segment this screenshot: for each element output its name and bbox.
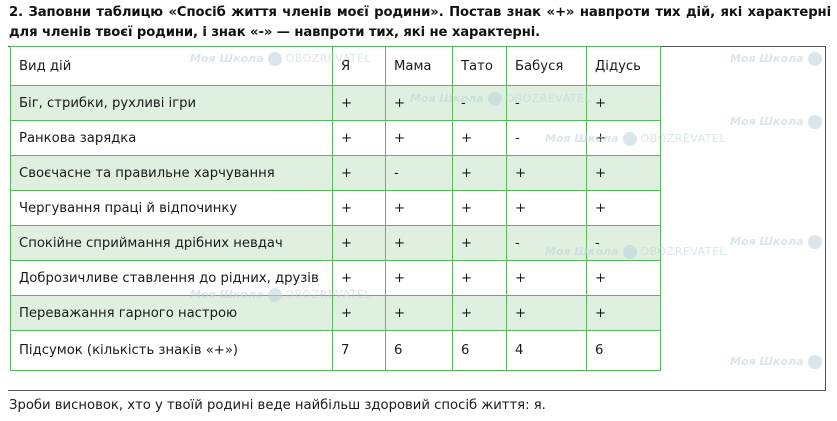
table-row: Переважання гарного настрою + + + + + [10,295,661,331]
header-me: Я [332,46,386,86]
mark-cell[interactable]: + [385,85,453,121]
mark-cell[interactable]: + [452,225,507,261]
mark-cell[interactable]: + [385,225,453,261]
mark-cell[interactable]: + [332,85,386,121]
mark-cell[interactable]: + [332,260,386,296]
summary-count[interactable]: 6 [586,330,661,371]
summary-label: Підсумок (кількість знаків «+») [10,330,333,371]
summary-count[interactable]: 6 [385,330,453,371]
family-lifestyle-table: Вид дій Я Мама Тато Бабуся Дідусь Біг, с… [10,46,661,371]
mark-cell[interactable]: + [452,295,507,331]
mark-cell[interactable]: + [385,260,453,296]
mark-cell[interactable]: + [506,260,587,296]
header-grandpa: Дідусь [586,46,661,86]
header-activity: Вид дій [10,46,333,86]
mark-cell[interactable]: + [452,120,507,156]
table-row: Біг, стрибки, рухливі ігри + + - - + [10,85,661,121]
summary-count[interactable]: 6 [452,330,507,371]
mark-cell[interactable]: + [586,85,661,121]
activity-cell: Чергування праці й відпочинку [10,190,333,226]
mark-cell[interactable]: + [385,120,453,156]
table-row: Ранкова зарядка + + + - + [10,120,661,156]
mark-cell[interactable]: - [385,155,453,191]
mark-cell[interactable]: + [586,295,661,331]
mark-cell[interactable]: + [452,190,507,226]
summary-count[interactable]: 4 [506,330,587,371]
activity-cell: Доброзичливе ставлення до рідних, друзів [10,260,333,296]
mark-cell[interactable]: - [506,85,587,121]
mark-cell[interactable]: + [506,190,587,226]
activity-cell: Переважання гарного настрою [10,295,333,331]
task-instructions: 2. Заповни таблицю «Спосіб життя членів … [9,5,831,40]
mark-cell[interactable]: + [332,225,386,261]
mark-cell[interactable]: + [586,190,661,226]
mark-cell[interactable]: + [452,155,507,191]
mark-cell[interactable]: + [586,260,661,296]
mark-cell[interactable]: + [586,155,661,191]
mark-cell[interactable]: + [332,155,386,191]
mark-cell[interactable]: + [332,190,386,226]
mark-cell[interactable]: + [385,295,453,331]
mark-cell[interactable]: + [506,155,587,191]
activity-cell: Ранкова зарядка [10,120,333,156]
table-header-row: Вид дій Я Мама Тато Бабуся Дідусь [10,46,661,86]
mark-cell[interactable]: + [452,260,507,296]
mark-cell[interactable]: - [586,225,661,261]
table-row: Доброзичливе ставлення до рідних, друзів… [10,260,661,296]
header-grandma: Бабуся [506,46,587,86]
table-row: Своєчасне та правильне харчування + - + … [10,155,661,191]
activity-cell: Біг, стрибки, рухливі ігри [10,85,333,121]
mark-cell[interactable]: + [506,295,587,331]
conclusion-text: Зроби висновок, хто у твоїй родині веде … [9,398,546,413]
activity-cell: Своєчасне та правильне харчування [10,155,333,191]
summary-count[interactable]: 7 [332,330,386,371]
mark-cell[interactable]: - [506,225,587,261]
mark-cell[interactable]: - [452,85,507,121]
mark-cell[interactable]: + [332,120,386,156]
header-mom: Мама [385,46,453,86]
table-summary-row: Підсумок (кількість знаків «+») 7 6 6 4 … [10,330,661,371]
header-dad: Тато [452,46,507,86]
mark-cell[interactable]: - [506,120,587,156]
mark-cell[interactable]: + [332,295,386,331]
table-row: Чергування праці й відпочинку + + + + + [10,190,661,226]
activity-cell: Спокійне сприймання дрібних невдач [10,225,333,261]
mark-cell[interactable]: + [385,190,453,226]
table-row: Спокійне сприймання дрібних невдач + + +… [10,225,661,261]
mark-cell[interactable]: + [586,120,661,156]
